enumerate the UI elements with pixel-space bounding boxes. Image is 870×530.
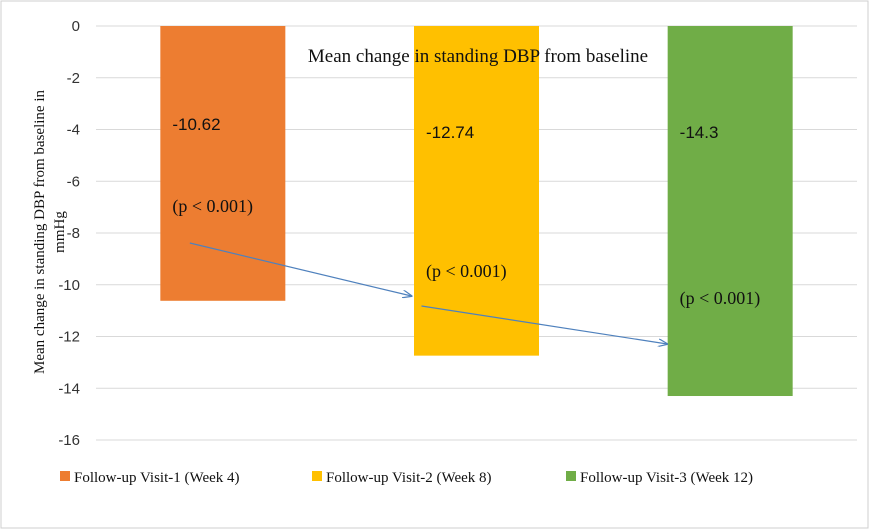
value-label-visit-2: -12.74 xyxy=(426,123,474,142)
legend-item-visit-2: Follow-up Visit-2 (Week 8) xyxy=(312,470,492,486)
legend-swatch xyxy=(312,471,322,481)
legend: Follow-up Visit-1 (Week 4) Follow-up Visi… xyxy=(60,470,753,486)
value-label-visit-3: -14.3 xyxy=(680,123,719,142)
chart-title: Mean change in standing DBP from baselin… xyxy=(308,46,648,67)
legend-swatch xyxy=(566,471,576,481)
bars xyxy=(160,26,793,397)
legend-label: Follow-up Visit-2 (Week 8) xyxy=(326,470,492,486)
legend-item-visit-1: Follow-up Visit-1 (Week 4) xyxy=(60,470,240,486)
y-tick-label: -10 xyxy=(58,277,80,294)
y-axis-label: Mean change in standing DBP from baselin… xyxy=(32,90,68,374)
y-axis-label-line2: mmHg xyxy=(52,211,68,253)
legend-swatch xyxy=(60,471,70,481)
trend-arrow-2 xyxy=(421,305,668,344)
p-value-label-visit-2: (p < 0.001) xyxy=(426,261,507,282)
p-value-label-visit-3: (p < 0.001) xyxy=(680,288,761,309)
arrows xyxy=(189,242,668,344)
bar-visit-2 xyxy=(414,26,539,356)
y-axis-ticks: 0 -2 -4 -6 -8 -10 -12 -14 -16 xyxy=(58,18,80,449)
y-tick-label: -14 xyxy=(58,380,80,397)
y-tick-label: -16 xyxy=(58,432,80,449)
trend-arrow-1 xyxy=(189,242,412,296)
y-axis-label-line1: Mean change in standing DBP from baselin… xyxy=(32,90,48,374)
p-value-label-visit-1: (p < 0.001) xyxy=(172,196,253,217)
legend-item-visit-3: Follow-up Visit-3 (Week 12) xyxy=(566,470,753,486)
y-tick-label: -8 xyxy=(67,225,80,242)
annotations: -10.62 (p < 0.001) -12.74 (p < 0.001) -14.3 (… xyxy=(172,115,760,309)
y-tick-label: -4 xyxy=(67,122,80,139)
value-label-visit-1: -10.62 xyxy=(172,115,220,134)
bar-visit-1 xyxy=(160,26,286,301)
y-tick-label: -2 xyxy=(67,70,80,87)
y-tick-label: 0 xyxy=(72,18,80,35)
legend-label: Follow-up Visit-1 (Week 4) xyxy=(74,470,240,486)
legend-label: Follow-up Visit-3 (Week 12) xyxy=(580,470,753,486)
y-tick-label: -6 xyxy=(67,173,80,190)
bar-visit-3 xyxy=(667,26,793,397)
y-tick-label: -12 xyxy=(58,329,80,346)
